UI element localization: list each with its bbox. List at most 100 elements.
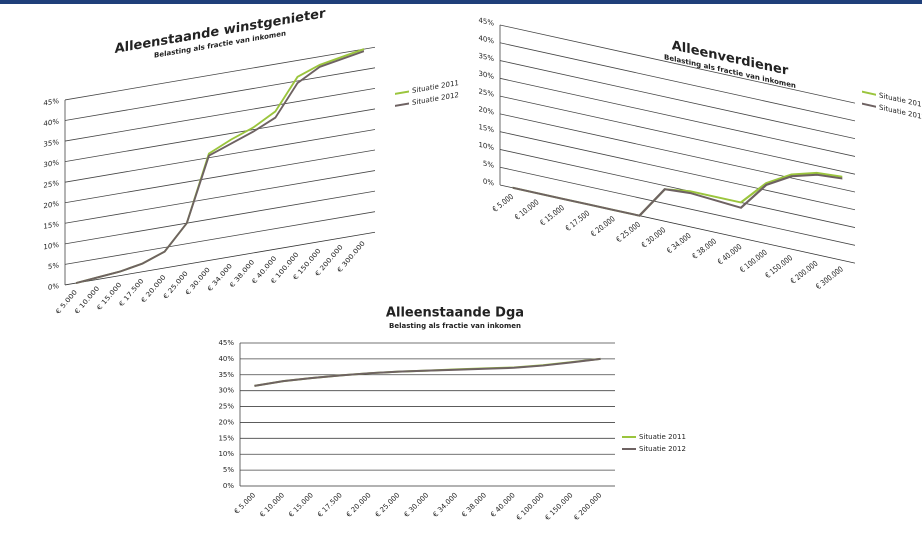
grid-line	[65, 129, 375, 183]
y-tick-label: 25%	[478, 86, 494, 98]
legend-label: Situatie 2012	[639, 445, 686, 453]
y-tick-label: 15%	[43, 219, 59, 231]
legend-swatch	[395, 102, 409, 107]
grid-line	[500, 24, 855, 104]
grid-line	[65, 211, 375, 265]
y-tick-label: 35%	[478, 51, 494, 63]
x-tick-label: € 17.500	[117, 276, 146, 307]
y-tick-label: 20%	[43, 199, 59, 211]
x-tick-label: € 15.000	[95, 280, 124, 311]
y-tick-label: 35%	[218, 371, 234, 379]
x-tick-label: € 5.000	[490, 191, 516, 214]
series-line	[75, 50, 365, 285]
chart-title: Alleenstaande winstgenieter	[115, 6, 326, 57]
y-tick-label: 40%	[43, 117, 59, 129]
y-tick-label: 45%	[43, 96, 59, 108]
grid-line	[65, 149, 375, 204]
x-tick-label: € 100.000	[515, 491, 546, 522]
series-line	[254, 357, 601, 387]
x-tick-label: € 38.000	[228, 258, 257, 289]
series-line	[254, 357, 601, 387]
y-tick-label: 20%	[478, 104, 494, 116]
legend-label: Situatie 2011	[639, 433, 686, 441]
x-tick-label: € 10.000	[258, 491, 286, 519]
y-tick-label: 10%	[43, 240, 59, 252]
y-tick-label: 20%	[218, 418, 234, 426]
legend-swatch	[862, 102, 876, 108]
x-tick-label: € 34.000	[431, 491, 459, 519]
x-tick-label: € 34.000	[665, 230, 694, 255]
y-tick-label: 5%	[223, 466, 234, 474]
y-tick-label: 45%	[478, 15, 494, 27]
grid-line	[65, 190, 375, 245]
grid-line	[65, 87, 375, 142]
series-line	[512, 173, 843, 217]
grid-line	[500, 95, 855, 175]
grid-line	[65, 67, 375, 121]
x-tick-label: € 30.000	[639, 225, 668, 250]
x-tick-label: € 200.000	[573, 491, 604, 522]
y-tick-label: 40%	[218, 355, 234, 363]
y-tick-label: 5%	[48, 260, 59, 271]
grid-line	[500, 77, 855, 157]
grid-line	[500, 166, 855, 246]
y-tick-label: 0%	[48, 281, 59, 292]
chart-subtitle: Belasting als fractie van inkomen	[389, 322, 521, 330]
grid-line	[500, 149, 855, 228]
y-tick-label: 25%	[218, 403, 234, 411]
chart-title: Alleenstaande Dga	[386, 306, 524, 321]
x-tick-label: € 10.000	[73, 284, 102, 315]
x-tick-label: € 25.000	[374, 491, 402, 519]
y-tick-label: 30%	[43, 158, 59, 170]
grid-line	[65, 46, 375, 101]
x-tick-label: € 20.000	[139, 273, 168, 304]
x-tick-label: € 15.000	[538, 202, 567, 227]
x-tick-label: € 30.000	[183, 265, 212, 296]
x-tick-label: € 10.000	[513, 197, 542, 222]
x-tick-label: € 30.000	[403, 491, 431, 519]
y-tick-label: 30%	[218, 387, 234, 395]
grid-line	[65, 231, 375, 286]
grid-line	[500, 113, 855, 193]
y-tick-label: 25%	[43, 178, 59, 190]
y-tick-label: 5%	[483, 159, 494, 170]
top-bar	[0, 0, 922, 4]
y-tick-label: 30%	[478, 69, 494, 81]
y-tick-label: 0%	[483, 176, 494, 187]
series-line	[75, 48, 365, 285]
y-tick-label: 45%	[218, 339, 234, 347]
y-tick-label: 15%	[218, 434, 234, 442]
x-tick-label: € 40.000	[489, 491, 517, 519]
x-tick-label: € 25.000	[161, 269, 190, 300]
x-tick-label: € 15.000	[287, 491, 315, 519]
y-tick-label: 10%	[218, 450, 234, 458]
y-tick-label: 0%	[223, 482, 234, 490]
y-tick-label: 35%	[43, 137, 59, 149]
x-tick-label: € 5.000	[233, 491, 258, 516]
x-tick-label: € 150.000	[544, 491, 575, 522]
x-tick-label: € 17.500	[563, 208, 592, 233]
x-tick-label: € 25.000	[614, 219, 643, 244]
y-tick-label: 10%	[478, 140, 494, 152]
grid-line	[500, 60, 855, 140]
grid-line	[65, 108, 375, 163]
x-tick-label: € 17.500	[316, 491, 344, 519]
x-tick-label: € 20.000	[589, 214, 618, 239]
y-tick-label: 15%	[478, 122, 494, 134]
x-tick-label: € 300.000	[814, 264, 846, 292]
x-tick-label: € 20.000	[345, 491, 373, 519]
x-tick-label: € 34.000	[206, 261, 235, 292]
legend-swatch	[862, 90, 876, 96]
grid-line	[500, 42, 855, 122]
x-tick-label: € 38.000	[690, 236, 719, 261]
grid-line	[500, 131, 855, 211]
legend: Situatie 2011 Situatie 2012	[622, 433, 686, 453]
x-tick-label: € 40.000	[715, 241, 744, 266]
grid-line	[65, 170, 375, 224]
